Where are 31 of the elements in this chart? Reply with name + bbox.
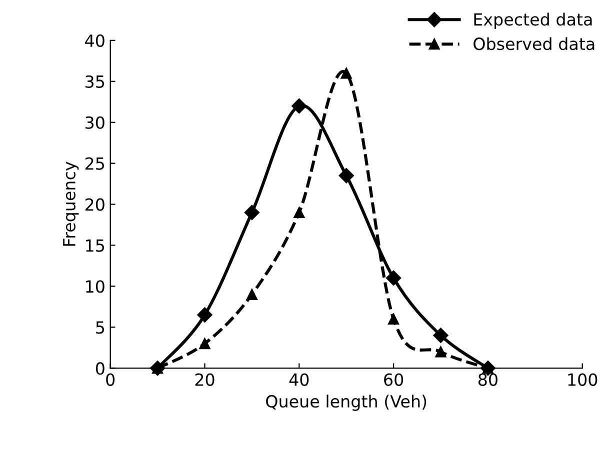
y-tick-label: 30 [86, 116, 104, 129]
point [199, 338, 210, 350]
x-tick-label: 100 [568, 373, 598, 386]
point [386, 270, 402, 286]
x-tick-label: 0 [106, 373, 115, 386]
point [197, 307, 212, 322]
point [338, 168, 354, 184]
point [388, 313, 400, 325]
y-tick-label: 15 [86, 239, 104, 252]
y-tick-label: 5 [96, 321, 104, 334]
point [246, 288, 258, 300]
point [294, 206, 305, 218]
x-tick-label: 40 [289, 373, 309, 386]
legend-label: Observed data [474, 37, 594, 50]
x-tick-label: 80 [478, 373, 498, 386]
x-tick-label: 20 [195, 373, 214, 386]
point [435, 346, 446, 358]
point [433, 328, 448, 343]
point [292, 98, 307, 114]
y-tick-label: 0 [96, 362, 104, 375]
x-axis-title: Queue length (Veh) [266, 394, 426, 411]
point [340, 68, 352, 79]
y-tick-label: 20 [85, 198, 104, 211]
y-tick-label: 25 [85, 157, 104, 170]
x-tick-label: 60 [384, 373, 404, 386]
y-tick-label: 35 [86, 75, 104, 88]
legend-label: Expected data [474, 12, 592, 29]
point [244, 204, 260, 220]
y-axis-title: Frequency [63, 162, 79, 246]
y-tick-label: 10 [86, 280, 104, 293]
y-tick-label: 40 [85, 34, 104, 47]
